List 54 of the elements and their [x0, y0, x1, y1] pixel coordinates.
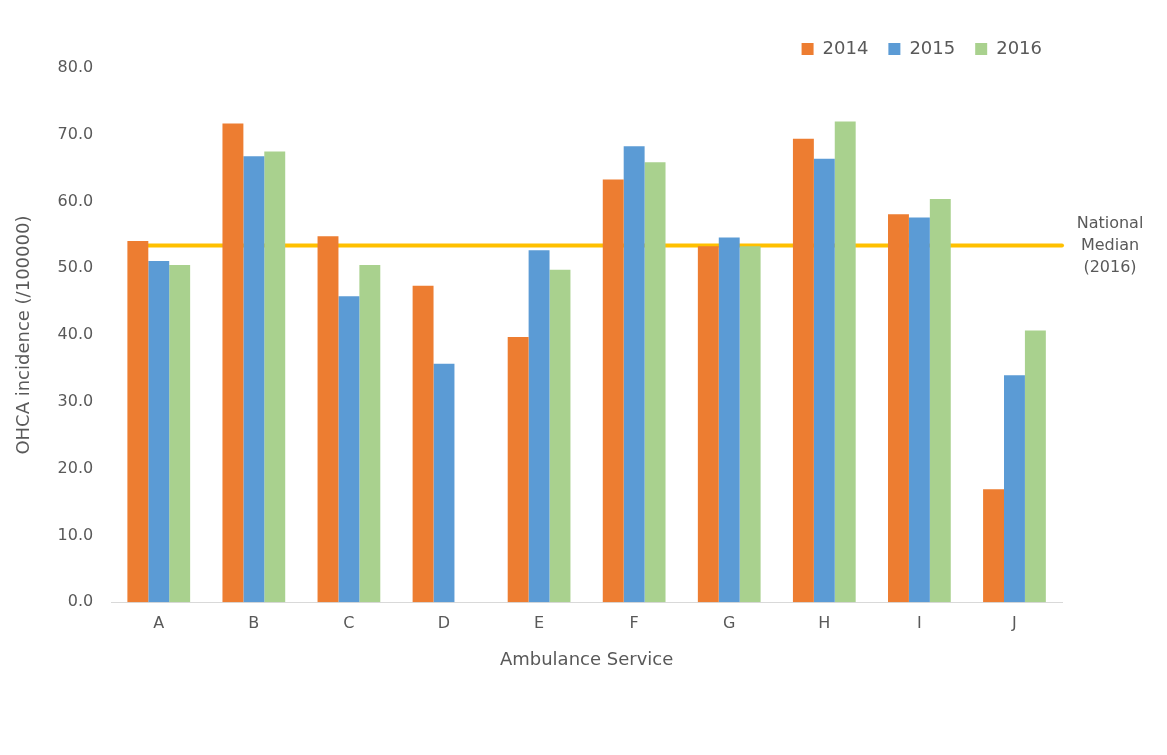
- bar: [834, 121, 856, 603]
- x-tick-label: I: [917, 612, 922, 632]
- bar: [264, 151, 286, 603]
- bar: [359, 264, 381, 603]
- y-tick-label: 40.0: [57, 324, 94, 344]
- bar: [1004, 375, 1025, 603]
- x-tick-label: F: [629, 612, 639, 632]
- x-tick-label: H: [818, 612, 831, 632]
- x-tick-label: A: [153, 612, 165, 632]
- bar: [1024, 330, 1046, 603]
- y-tick-label: 80.0: [57, 57, 94, 77]
- bar: [813, 158, 835, 603]
- bar: [148, 260, 170, 603]
- y-tick-label: 60.0: [57, 190, 94, 210]
- bar: [127, 240, 149, 603]
- bar: [908, 217, 930, 603]
- ref-line-label: National Median (2016): [1076, 212, 1144, 276]
- y-tick-label: 0.0: [67, 591, 94, 611]
- y-tick-label: 50.0: [57, 257, 94, 277]
- x-tick-label: B: [248, 612, 260, 632]
- x-tick-label: J: [1011, 612, 1017, 632]
- y-axis-title: OHCA incidence (/100000): [12, 215, 34, 455]
- bar: [243, 156, 265, 603]
- bar: [412, 285, 434, 603]
- bar: [644, 162, 666, 603]
- bar: [888, 214, 909, 603]
- y-tick-label: 20.0: [57, 457, 94, 477]
- x-tick-label: C: [343, 612, 355, 632]
- legend-label: 2014: [822, 36, 869, 58]
- bar: [222, 123, 244, 603]
- x-tick-label: G: [723, 612, 736, 632]
- bar: [623, 146, 645, 603]
- bar: [697, 246, 719, 603]
- bar: [317, 236, 339, 603]
- bar: [169, 264, 191, 603]
- y-tick-label: 30.0: [57, 391, 94, 411]
- bar: [983, 489, 1004, 603]
- legend-label: 2015: [909, 36, 956, 58]
- bar: [528, 250, 550, 603]
- x-tick-label: E: [534, 612, 545, 632]
- bar: [507, 337, 529, 603]
- bar: [929, 198, 951, 603]
- bar: [718, 237, 740, 603]
- bar: [792, 138, 814, 603]
- bar: [739, 246, 761, 603]
- legend-label: 2016: [996, 36, 1042, 58]
- x-axis-title: Ambulance Service: [499, 647, 674, 669]
- bar: [338, 296, 360, 603]
- y-tick-label: 10.0: [57, 524, 94, 544]
- y-tick-label: 70.0: [57, 123, 94, 143]
- x-tick-label: D: [437, 612, 451, 632]
- bar: [549, 269, 571, 603]
- bar: [433, 363, 455, 603]
- bar: [602, 179, 624, 603]
